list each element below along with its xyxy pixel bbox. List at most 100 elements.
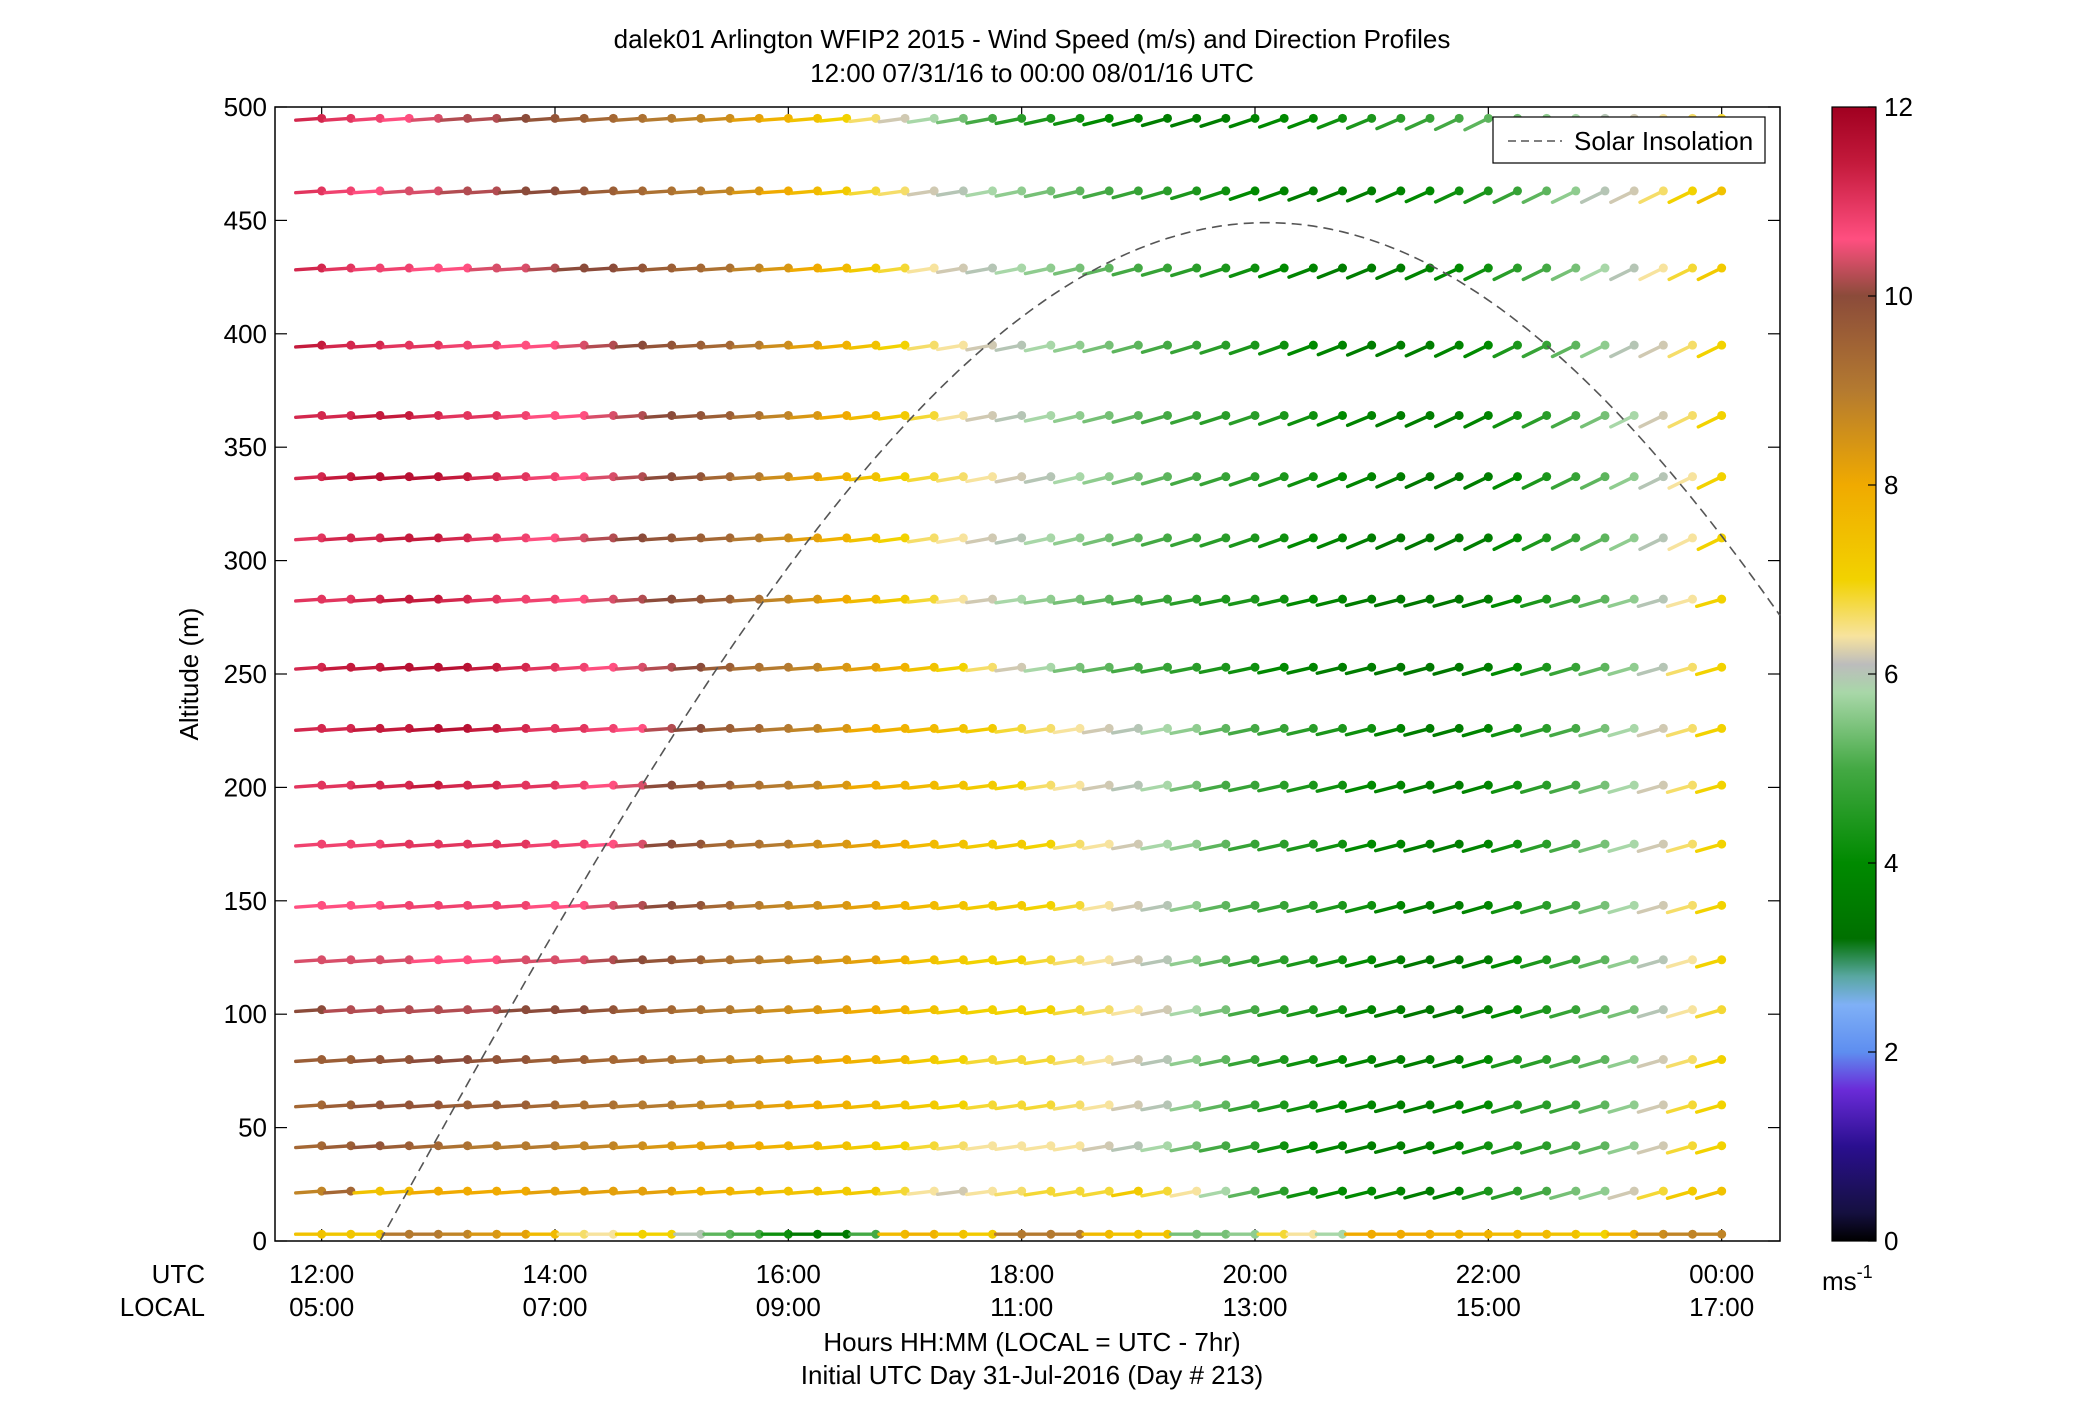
wind-barb bbox=[1373, 900, 1406, 914]
wind-barb-dot bbox=[1133, 340, 1143, 350]
wind-barb-dot bbox=[1483, 1055, 1493, 1065]
wind-barb-dot bbox=[1600, 186, 1610, 196]
wind-barb bbox=[1373, 1141, 1406, 1154]
wind-barb-dot bbox=[1338, 472, 1347, 482]
wind-barb-dot bbox=[1688, 410, 1697, 420]
wind-barb-dot bbox=[1629, 955, 1639, 965]
wind-barb-dot bbox=[1396, 263, 1406, 273]
local-row-label: LOCAL bbox=[120, 1292, 205, 1322]
wind-barb bbox=[1169, 1100, 1202, 1112]
wind-barb bbox=[1140, 594, 1172, 606]
colorbar-tick-label: 4 bbox=[1884, 848, 1898, 878]
wind-barb bbox=[1082, 533, 1114, 546]
wind-barb bbox=[1286, 1100, 1318, 1113]
wind-barb bbox=[673, 1229, 706, 1239]
wind-barb-dot bbox=[1017, 662, 1027, 672]
wind-barb-dot bbox=[958, 533, 968, 543]
wind-barb bbox=[1461, 955, 1493, 969]
wind-barb bbox=[1023, 1005, 1056, 1016]
wind-barb-dot bbox=[1571, 1141, 1581, 1151]
wind-barb bbox=[1198, 780, 1231, 793]
wind-barb-dot bbox=[1017, 955, 1027, 965]
wind-barb bbox=[1549, 723, 1581, 738]
wind-barb-dot bbox=[1163, 472, 1172, 482]
wind-barb bbox=[1198, 1055, 1231, 1067]
wind-barb bbox=[1404, 410, 1435, 428]
wind-barb-dot bbox=[1717, 723, 1727, 733]
wind-barb bbox=[935, 340, 968, 352]
wind-barb-dot bbox=[667, 1229, 677, 1239]
wind-barb-dot bbox=[1075, 263, 1085, 273]
wind-barb bbox=[965, 900, 997, 911]
wind-barb-dot bbox=[1075, 1141, 1085, 1151]
wind-barb-dot bbox=[1163, 723, 1172, 733]
wind-barb-dot bbox=[1338, 1141, 1347, 1151]
wind-barb bbox=[1578, 1055, 1610, 1069]
wind-barb-dot bbox=[1717, 594, 1727, 604]
wind-barb bbox=[906, 263, 939, 274]
wind-barb-dot bbox=[1075, 113, 1085, 123]
wind-barb bbox=[877, 186, 910, 197]
wind-barb bbox=[1316, 472, 1347, 488]
wind-barb bbox=[1257, 723, 1289, 736]
wind-barb-dot bbox=[1221, 723, 1231, 733]
wind-barb bbox=[1081, 723, 1114, 735]
wind-barb-dot bbox=[1046, 186, 1056, 196]
wind-barb bbox=[1052, 410, 1085, 424]
wind-barb bbox=[1432, 1055, 1464, 1069]
wind-barb bbox=[1373, 780, 1406, 794]
wind-barb bbox=[1432, 839, 1464, 853]
wind-barb-dot bbox=[1425, 1005, 1435, 1015]
wind-barb bbox=[1549, 900, 1581, 915]
wind-barb-dot bbox=[1367, 1229, 1377, 1239]
wind-barb-dot bbox=[929, 410, 939, 420]
wind-barb bbox=[1404, 533, 1435, 551]
wind-barb bbox=[1550, 472, 1581, 490]
wind-barb-dot bbox=[1046, 1100, 1056, 1110]
wind-barb bbox=[1607, 1005, 1639, 1019]
wind-barb bbox=[1578, 955, 1610, 969]
wind-barb bbox=[1549, 780, 1581, 794]
wind-barb bbox=[1578, 1186, 1610, 1200]
wind-barb-dot bbox=[1046, 410, 1056, 420]
wind-barb bbox=[848, 1229, 881, 1239]
wind-barb bbox=[1609, 186, 1639, 205]
wind-barb bbox=[1607, 900, 1639, 915]
wind-barb-dot bbox=[988, 780, 997, 790]
wind-barb bbox=[1609, 263, 1639, 282]
wind-barb-dot bbox=[1308, 1100, 1318, 1110]
wind-barb-dot bbox=[1513, 723, 1522, 733]
wind-barb bbox=[1636, 723, 1668, 738]
wind-barb bbox=[1490, 1005, 1522, 1019]
wind-barb bbox=[1431, 1229, 1464, 1239]
wind-barb bbox=[1257, 113, 1289, 129]
wind-barb bbox=[1667, 472, 1697, 490]
wind-barb-dot bbox=[1221, 533, 1231, 543]
wind-barb bbox=[1344, 1100, 1377, 1113]
wind-barb-dot bbox=[1192, 340, 1202, 350]
wind-barb bbox=[994, 839, 1027, 850]
wind-barb bbox=[1023, 955, 1056, 966]
x-tick-label-utc: 18:00 bbox=[989, 1259, 1054, 1289]
wind-barb bbox=[1490, 839, 1522, 853]
wind-barb bbox=[1519, 1055, 1552, 1069]
wind-barb bbox=[1052, 472, 1085, 485]
wind-barb bbox=[1492, 410, 1522, 429]
wind-barb-dot bbox=[1192, 955, 1202, 965]
wind-barb-dot bbox=[1046, 1141, 1056, 1151]
wind-barb-dot bbox=[1104, 1005, 1114, 1015]
wind-barb-dot bbox=[1513, 780, 1522, 790]
wind-barb bbox=[1550, 533, 1581, 552]
wind-barb bbox=[877, 533, 910, 544]
wind-barb bbox=[1519, 1005, 1552, 1019]
wind-barb bbox=[1111, 1100, 1143, 1112]
wind-barb-dot bbox=[1717, 900, 1727, 910]
wind-barb bbox=[965, 472, 997, 484]
wind-barb bbox=[1694, 955, 1727, 969]
wind-barb bbox=[1696, 472, 1727, 490]
wind-barb bbox=[1638, 410, 1668, 429]
wind-barb-dot bbox=[1250, 1055, 1260, 1065]
wind-barb-dot bbox=[1658, 340, 1668, 350]
wind-barb-dot bbox=[1629, 780, 1639, 790]
